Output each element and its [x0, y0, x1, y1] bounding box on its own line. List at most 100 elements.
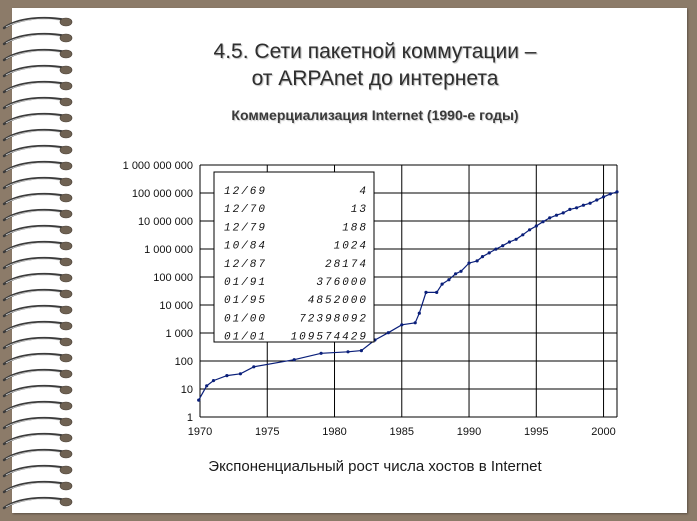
spiral-ring — [2, 32, 73, 46]
table-hosts: 4 — [359, 186, 368, 198]
table-hosts: 376000 — [316, 277, 368, 289]
x-tick-label: 1980 — [322, 426, 346, 438]
data-point — [211, 379, 216, 383]
spiral-ring — [2, 112, 73, 126]
data-point — [454, 272, 458, 276]
data-point — [252, 365, 256, 369]
x-tick-label: 1990 — [457, 426, 481, 438]
data-point — [548, 216, 552, 220]
spiral-ring — [2, 320, 73, 334]
y-tick-label: 100 — [175, 356, 193, 368]
data-point — [501, 244, 505, 248]
y-tick-label: 1 000 000 — [144, 244, 193, 256]
data-point — [467, 261, 471, 265]
y-tick-label: 1 000 000 000 — [123, 160, 193, 172]
data-point — [615, 190, 619, 194]
spiral-ring — [2, 224, 73, 238]
data-point — [601, 195, 606, 199]
data-point — [595, 198, 599, 202]
spiral-ring — [2, 464, 73, 478]
table-date: 12/87 — [224, 259, 267, 271]
data-point — [568, 207, 572, 211]
table-date: 12/79 — [224, 222, 267, 234]
data-point — [494, 247, 498, 251]
spiral-ring — [2, 96, 73, 110]
data-point — [554, 213, 559, 217]
table-date: 12/69 — [224, 186, 267, 198]
data-point — [205, 384, 209, 388]
y-tick-label: 1 — [187, 412, 193, 424]
spiral-ring — [2, 208, 73, 222]
data-point — [581, 203, 586, 207]
notebook-spiral-binding — [2, 16, 73, 510]
spiral-ring — [2, 16, 73, 30]
table-date: 01/00 — [224, 313, 267, 325]
table-hosts: 109574429 — [291, 332, 368, 344]
y-tick-label: 10 000 000 — [138, 216, 193, 228]
spiral-ring — [2, 448, 73, 462]
spiral-ring — [2, 48, 73, 62]
chart-caption: Экспоненциальный рост числа хостов в Int… — [208, 458, 542, 475]
x-tick-label: 1970 — [188, 426, 212, 438]
x-tick-label: 2000 — [591, 426, 615, 438]
y-tick-label: 10 — [181, 384, 193, 396]
data-point — [561, 211, 565, 215]
spiral-ring — [2, 192, 73, 206]
data-point — [346, 350, 350, 354]
data-point — [588, 201, 592, 205]
data-point — [541, 220, 545, 224]
y-tick-label: 100 000 — [153, 272, 193, 284]
data-point — [413, 321, 417, 325]
spiral-ring — [2, 256, 73, 270]
spiral-ring — [2, 64, 73, 78]
chart-axes: 1 10 100 1 000 10 000 100 000 1 000 000 10 000 … — [123, 160, 616, 438]
spiral-ring — [2, 336, 73, 350]
data-point — [534, 224, 538, 228]
data-point — [447, 278, 451, 282]
data-point — [197, 398, 201, 402]
hosts-data-table: 12/69 4 12/70 13 12/79 188 10/84 1024 12/87 28174… — [213, 171, 375, 344]
spiral-ring — [2, 496, 73, 510]
data-point — [575, 206, 579, 210]
spiral-ring — [2, 352, 73, 366]
slide-title: 4.5. Сети пакетной коммутации – от ARPAn… — [140, 38, 610, 92]
spiral-ring — [2, 432, 73, 446]
data-point — [417, 311, 421, 315]
x-tick-label: 1985 — [390, 426, 414, 438]
spiral-ring — [2, 240, 73, 254]
spiral-ring — [2, 272, 73, 286]
table-hosts: 4852000 — [308, 295, 368, 307]
spiral-ring — [2, 368, 73, 382]
spiral-ring — [2, 176, 73, 190]
table-date: 01/91 — [224, 277, 267, 289]
data-point — [608, 192, 612, 196]
y-tick-label: 100 000 000 — [132, 188, 193, 200]
y-tick-label: 1 000 — [165, 328, 193, 340]
chart-series-line — [197, 190, 619, 402]
spiral-ring — [2, 400, 73, 414]
title-line-2: от ARPAnet до интернета — [251, 67, 499, 90]
data-point — [514, 237, 518, 241]
slide-subtitle: Коммерциализация Internet (1990-е годы) — [231, 107, 519, 123]
data-point — [507, 240, 511, 244]
y-tick-label: 10 000 — [159, 300, 193, 312]
data-point — [475, 259, 479, 263]
data-point — [521, 233, 525, 237]
data-point — [386, 331, 390, 335]
x-tick-label: 1995 — [524, 426, 548, 438]
data-point — [319, 351, 323, 355]
data-point — [424, 290, 428, 294]
data-point — [359, 349, 363, 353]
table-date: 01/01 — [224, 332, 267, 344]
table-date: 01/95 — [224, 295, 267, 307]
data-point — [459, 269, 463, 273]
data-point — [238, 372, 242, 376]
x-tick-label: 1975 — [255, 426, 279, 438]
table-date: 12/70 — [224, 204, 267, 216]
data-point — [487, 251, 491, 255]
data-point — [528, 228, 532, 232]
table-date: 10/84 — [224, 241, 267, 253]
table-hosts: 28174 — [325, 259, 368, 271]
spiral-ring — [2, 160, 73, 174]
